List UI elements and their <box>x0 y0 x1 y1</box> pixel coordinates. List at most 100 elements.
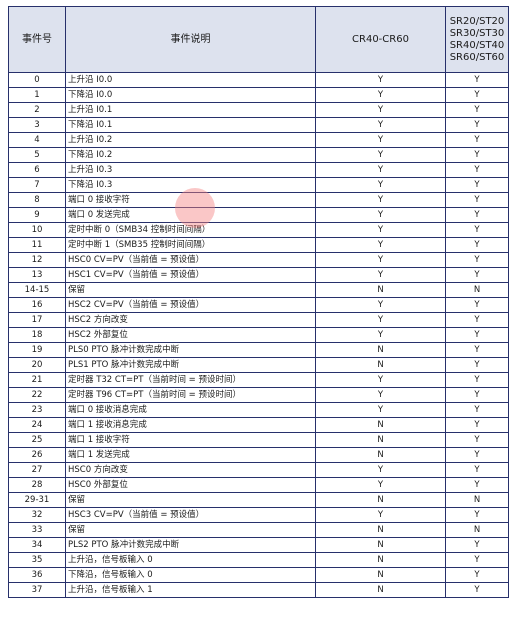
cr-support-cell: N <box>315 567 446 583</box>
header-sr-model-line: SR40/ST40 <box>449 40 505 51</box>
description-cell: 定时器 T96 CT=PT（当前时间 = 预设时间） <box>65 387 316 403</box>
sr-support-cell: Y <box>445 552 509 568</box>
table-row: 2 上升沿 I0.1 Y Y <box>8 102 509 118</box>
sr-support-cell: Y <box>445 447 509 463</box>
event-no-cell: 10 <box>8 222 66 238</box>
sr-support-cell: Y <box>445 372 509 388</box>
description-cell: 定时中断 0（SMB34 控制时间间隔） <box>65 222 316 238</box>
description-cell: HSC1 CV=PV（当前值 = 预设值） <box>65 267 316 283</box>
cr-support-cell: Y <box>315 327 446 343</box>
event-no-cell: 33 <box>8 522 66 538</box>
cr-support-cell: N <box>315 282 446 298</box>
cr-support-cell: Y <box>315 462 446 478</box>
table-row: 13 HSC1 CV=PV（当前值 = 预设值） Y Y <box>8 267 509 283</box>
header-description: 事件说明 <box>65 6 316 73</box>
event-no-cell: 0 <box>8 72 66 88</box>
table-row: 5 下降沿 I0.2 Y Y <box>8 147 509 163</box>
sr-support-cell: Y <box>445 477 509 493</box>
event-no-cell: 27 <box>8 462 66 478</box>
event-no-cell: 6 <box>8 162 66 178</box>
cr-support-cell: N <box>315 417 446 433</box>
cr-support-cell: N <box>315 492 446 508</box>
event-no-cell: 19 <box>8 342 66 358</box>
table-row: 6 上升沿 I0.3 Y Y <box>8 162 509 178</box>
description-cell: 保留 <box>65 492 316 508</box>
interrupt-events-table: 事件号 事件说明 CR40-CR60 SR20/ST20 SR30/ST30 S… <box>8 6 509 598</box>
cr-support-cell: N <box>315 522 446 538</box>
interrupt-events-table-container: 事件号 事件说明 CR40-CR60 SR20/ST20 SR30/ST30 S… <box>8 6 509 598</box>
sr-support-cell: Y <box>445 252 509 268</box>
table-row: 3 下降沿 I0.1 Y Y <box>8 117 509 133</box>
description-cell: 保留 <box>65 282 316 298</box>
description-cell: 端口 0 接收字符 <box>65 192 316 208</box>
event-no-cell: 3 <box>8 117 66 133</box>
event-no-cell: 20 <box>8 357 66 373</box>
event-no-cell: 14-15 <box>8 282 66 298</box>
cr-support-cell: N <box>315 447 446 463</box>
cr-support-cell: Y <box>315 477 446 493</box>
sr-support-cell: Y <box>445 567 509 583</box>
sr-support-cell: Y <box>445 117 509 133</box>
table-row: 25 端口 1 接收字符 N Y <box>8 432 509 448</box>
table-row: 28 HSC0 外部复位 Y Y <box>8 477 509 493</box>
cr-support-cell: N <box>315 432 446 448</box>
table-row: 32 HSC3 CV=PV（当前值 = 预设值） Y Y <box>8 507 509 523</box>
description-cell: 上升沿 I0.0 <box>65 72 316 88</box>
sr-support-cell: Y <box>445 147 509 163</box>
event-no-cell: 4 <box>8 132 66 148</box>
sr-support-cell: Y <box>445 102 509 118</box>
cr-support-cell: Y <box>315 267 446 283</box>
description-cell: 下降沿 I0.3 <box>65 177 316 193</box>
event-no-cell: 24 <box>8 417 66 433</box>
cr-support-cell: Y <box>315 507 446 523</box>
description-cell: HSC2 CV=PV（当前值 = 预设值） <box>65 297 316 313</box>
cr-support-cell: Y <box>315 87 446 103</box>
table-row: 9 端口 0 发送完成 Y Y <box>8 207 509 223</box>
cr-support-cell: Y <box>315 147 446 163</box>
table-row: 1 下降沿 I0.0 Y Y <box>8 87 509 103</box>
cr-support-cell: Y <box>315 402 446 418</box>
table-row: 14-15 保留 N N <box>8 282 509 298</box>
table-row: 24 端口 1 接收消息完成 N Y <box>8 417 509 433</box>
event-no-cell: 7 <box>8 177 66 193</box>
description-cell: 保留 <box>65 522 316 538</box>
event-no-cell: 22 <box>8 387 66 403</box>
description-cell: HSC0 外部复位 <box>65 477 316 493</box>
event-no-cell: 21 <box>8 372 66 388</box>
sr-support-cell: Y <box>445 267 509 283</box>
event-no-cell: 9 <box>8 207 66 223</box>
table-row: 29-31 保留 N N <box>8 492 509 508</box>
description-cell: 上升沿 I0.2 <box>65 132 316 148</box>
event-no-cell: 8 <box>8 192 66 208</box>
description-cell: 端口 1 发送完成 <box>65 447 316 463</box>
event-no-cell: 26 <box>8 447 66 463</box>
event-no-cell: 36 <box>8 567 66 583</box>
cr-support-cell: Y <box>315 117 446 133</box>
sr-support-cell: Y <box>445 132 509 148</box>
sr-support-cell: Y <box>445 402 509 418</box>
sr-support-cell: Y <box>445 387 509 403</box>
table-row: 27 HSC0 方向改变 Y Y <box>8 462 509 478</box>
table-row: 34 PLS2 PTO 脉冲计数完成中断 N Y <box>8 537 509 553</box>
table-row: 7 下降沿 I0.3 Y Y <box>8 177 509 193</box>
header-cr-models: CR40-CR60 <box>315 6 446 73</box>
event-no-cell: 1 <box>8 87 66 103</box>
sr-support-cell: N <box>445 282 509 298</box>
description-cell: 端口 1 接收字符 <box>65 432 316 448</box>
description-cell: HSC2 方向改变 <box>65 312 316 328</box>
sr-support-cell: Y <box>445 297 509 313</box>
sr-support-cell: Y <box>445 507 509 523</box>
description-cell: PLS0 PTO 脉冲计数完成中断 <box>65 342 316 358</box>
cr-support-cell: Y <box>315 222 446 238</box>
event-no-cell: 2 <box>8 102 66 118</box>
table-row: 22 定时器 T96 CT=PT（当前时间 = 预设时间） Y Y <box>8 387 509 403</box>
table-row: 10 定时中断 0（SMB34 控制时间间隔） Y Y <box>8 222 509 238</box>
cr-support-cell: Y <box>315 252 446 268</box>
table-row: 18 HSC2 外部复位 Y Y <box>8 327 509 343</box>
cr-support-cell: Y <box>315 312 446 328</box>
description-cell: 端口 0 接收消息完成 <box>65 402 316 418</box>
cr-support-cell: N <box>315 552 446 568</box>
description-cell: 上升沿，信号板输入 0 <box>65 552 316 568</box>
event-no-cell: 13 <box>8 267 66 283</box>
